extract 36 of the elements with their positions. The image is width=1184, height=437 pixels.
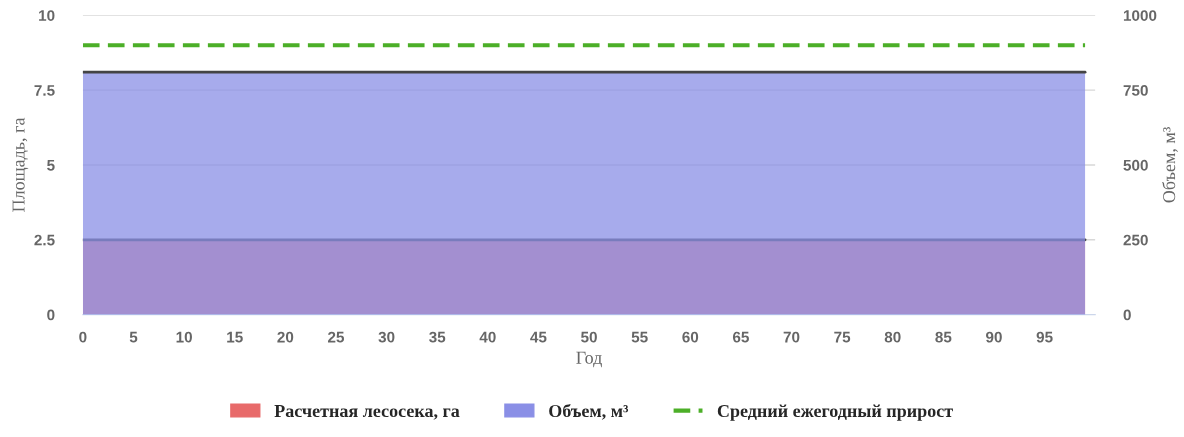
y-tick-label: 2.5	[34, 234, 55, 246]
x-tick-label: 20	[277, 331, 294, 343]
x-axis-title: Год	[576, 351, 602, 368]
x-tick-label: 55	[631, 331, 648, 343]
x-tick-label: 70	[783, 331, 800, 343]
x-tick-label: 50	[581, 331, 597, 343]
y2-tick-label: 1000	[1123, 10, 1157, 21]
legend-label: Средний ежегодный прирост	[717, 404, 953, 421]
y-tick-label: 7.5	[34, 85, 55, 96]
x-tick-label: 60	[682, 331, 699, 343]
x-tick-label: 80	[884, 331, 901, 343]
y2-tick-label: 750	[1123, 85, 1148, 96]
legend-label: Объем, м³	[549, 403, 629, 420]
x-tick-label: 15	[227, 331, 243, 343]
x-tick-label: 25	[327, 331, 345, 343]
x-tick-label: 95	[1036, 331, 1053, 343]
x-tick-label: 85	[935, 331, 952, 343]
y-tick-label: 10	[39, 10, 55, 21]
x-tick-label: 30	[378, 331, 395, 343]
y2-axis-title: Объем, м³	[1162, 127, 1178, 203]
x-tick-label: 45	[530, 331, 547, 343]
y2-tick-label: 0	[1123, 309, 1131, 321]
x-tick-label: 10	[176, 331, 192, 343]
y2-tick-label: 250	[1123, 234, 1148, 246]
x-tick-label: 75	[834, 331, 851, 343]
y-tick-label: 5	[47, 159, 55, 171]
legend-label: Расчетная лесосека, га	[274, 405, 460, 420]
x-tick-label: 90	[986, 331, 1002, 343]
x-tick-label: 35	[429, 331, 446, 343]
x-tick-label: 40	[479, 331, 496, 343]
x-tick-label: 0	[79, 331, 87, 343]
x-tick-label: 65	[732, 331, 749, 343]
y2-tick-label: 500	[1123, 159, 1148, 171]
y-tick-label: 0	[47, 309, 55, 321]
y-axis-title: Площадь, га	[12, 117, 29, 212]
x-tick-label: 5	[129, 331, 138, 343]
